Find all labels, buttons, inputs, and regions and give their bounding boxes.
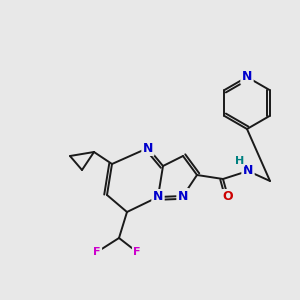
Text: F: F xyxy=(133,247,141,257)
Text: N: N xyxy=(153,190,163,203)
Text: N: N xyxy=(178,190,188,202)
Text: N: N xyxy=(143,142,153,154)
Text: F: F xyxy=(93,247,101,257)
Text: O: O xyxy=(223,190,233,203)
Text: H: H xyxy=(236,156,244,166)
Text: N: N xyxy=(243,164,253,178)
Text: N: N xyxy=(242,70,252,83)
